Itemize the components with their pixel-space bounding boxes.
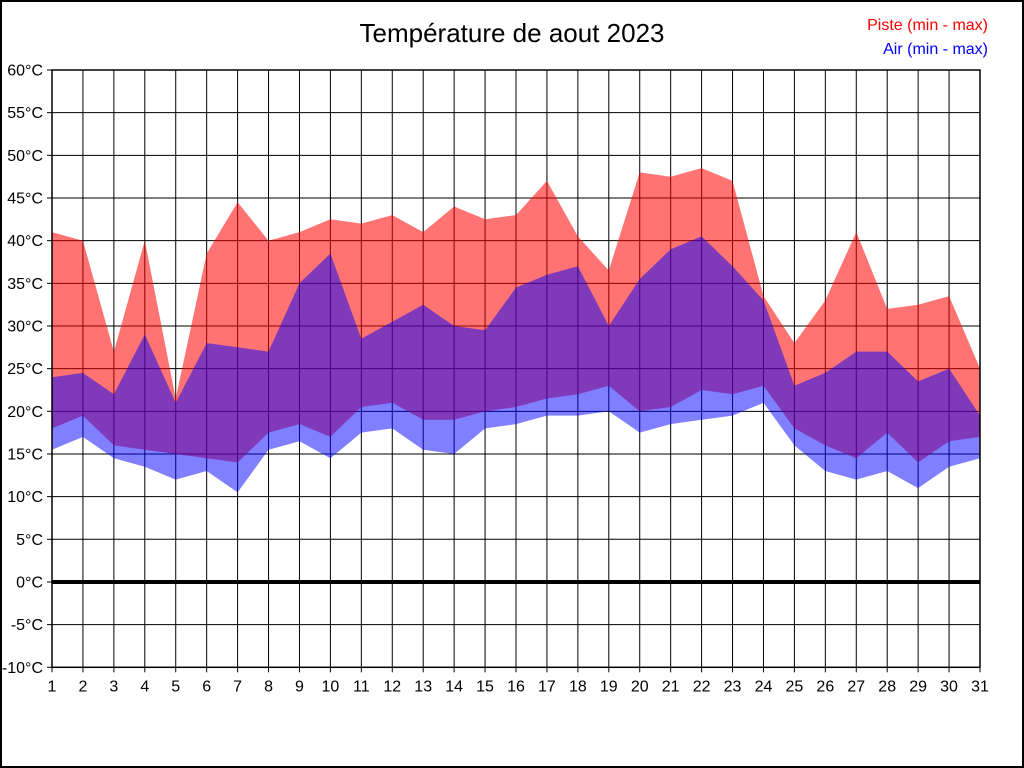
svg-text:22: 22	[693, 678, 711, 695]
svg-text:13: 13	[414, 678, 432, 695]
svg-text:9: 9	[295, 678, 304, 695]
chart-title: Température de aout 2023	[359, 18, 665, 48]
svg-text:27: 27	[847, 678, 865, 695]
svg-text:2: 2	[78, 678, 87, 695]
svg-text:26: 26	[816, 678, 834, 695]
svg-text:45°C: 45°C	[7, 190, 43, 207]
svg-text:25: 25	[786, 678, 804, 695]
svg-text:19: 19	[600, 678, 618, 695]
svg-text:5: 5	[171, 678, 180, 695]
svg-text:6: 6	[202, 678, 211, 695]
svg-text:40°C: 40°C	[7, 233, 43, 250]
y-axis-labels: 60°C 55°C 50°C 45°C 40°C 35°C 30°C 25°C 20°C 15°C…	[2, 63, 52, 677]
legend-piste-label: Piste (min - max)	[867, 17, 988, 34]
svg-text:3: 3	[109, 678, 118, 695]
svg-text:7: 7	[233, 678, 242, 695]
svg-text:10: 10	[322, 678, 340, 695]
svg-text:17: 17	[538, 678, 556, 695]
svg-text:-10°C: -10°C	[2, 660, 43, 677]
svg-text:21: 21	[662, 678, 680, 695]
x-axis-labels: 1 2 3 4 5 6 7 8 9 10 11 12 13 14 15 16 17 18 19 20 21 22 23 24 2…	[48, 667, 989, 695]
svg-text:15: 15	[476, 678, 494, 695]
svg-text:11: 11	[353, 678, 370, 695]
svg-text:18: 18	[569, 678, 587, 695]
svg-text:0°C: 0°C	[16, 574, 43, 591]
svg-text:30: 30	[940, 678, 958, 695]
svg-text:-5°C: -5°C	[11, 617, 43, 634]
svg-text:5°C: 5°C	[16, 532, 43, 549]
svg-text:12: 12	[383, 678, 401, 695]
svg-text:4: 4	[140, 678, 149, 695]
air-band	[52, 236, 980, 493]
svg-text:55°C: 55°C	[7, 105, 43, 122]
svg-text:50°C: 50°C	[7, 148, 43, 165]
svg-text:23: 23	[724, 678, 742, 695]
svg-text:29: 29	[909, 678, 927, 695]
svg-text:14: 14	[445, 678, 463, 695]
svg-text:8: 8	[264, 678, 273, 695]
legend-air-label: Air (min - max)	[883, 41, 988, 58]
svg-text:24: 24	[755, 678, 773, 695]
svg-text:25°C: 25°C	[7, 361, 43, 378]
svg-text:16: 16	[507, 678, 525, 695]
svg-text:20°C: 20°C	[7, 404, 43, 421]
svg-text:31: 31	[971, 678, 989, 695]
svg-text:60°C: 60°C	[7, 63, 43, 80]
svg-text:35°C: 35°C	[7, 276, 43, 293]
svg-text:28: 28	[878, 678, 896, 695]
svg-text:30°C: 30°C	[7, 318, 43, 335]
svg-text:1: 1	[48, 678, 57, 695]
svg-text:15°C: 15°C	[7, 446, 43, 463]
svg-text:10°C: 10°C	[7, 489, 43, 506]
svg-text:20: 20	[631, 678, 649, 695]
